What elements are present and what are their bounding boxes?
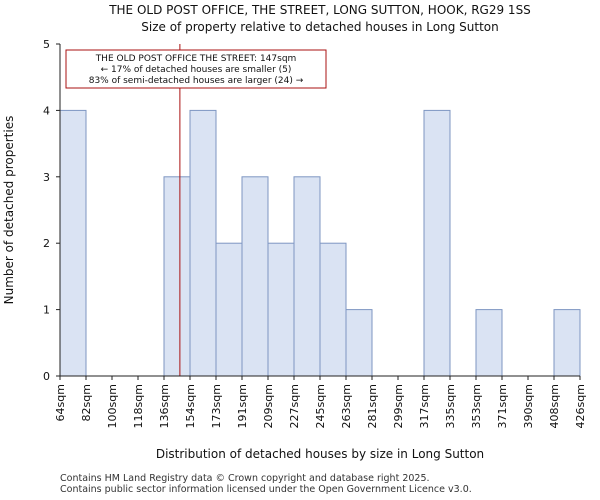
bar-154sqm: [189, 109, 217, 377]
x-tick-label: 281sqm: [366, 384, 379, 428]
y-tick-label: 1: [43, 304, 50, 317]
annotation-line-1: THE OLD POST OFFICE THE STREET: 147sqm: [95, 54, 297, 64]
chart-title: THE OLD POST OFFICE, THE STREET, LONG SU…: [108, 3, 531, 17]
bar-317sqm: [423, 109, 451, 377]
x-tick-label: 408sqm: [548, 384, 561, 428]
x-tick-label: 154sqm: [184, 384, 197, 428]
x-tick-label: 371sqm: [496, 384, 509, 428]
bar-173sqm: [215, 242, 243, 377]
x-tick-label: 64sqm: [54, 384, 67, 421]
bar-136sqm: [163, 176, 191, 377]
x-tick-label: 353sqm: [470, 384, 483, 428]
bar-227sqm: [293, 176, 321, 377]
bars-group: [59, 109, 581, 377]
x-tick-label: 317sqm: [418, 384, 431, 428]
annotation-rect: [65, 49, 327, 89]
bar-191sqm: [241, 176, 269, 377]
x-tick-label: 136sqm: [158, 384, 171, 428]
annotation-line-3: 83% of semi-detached houses are larger (…: [89, 76, 304, 86]
x-tick-label: 426sqm: [574, 384, 587, 428]
x-tick-label: 263sqm: [340, 384, 353, 428]
x-tick-label: 82sqm: [80, 384, 93, 421]
x-tick-label: 227sqm: [288, 384, 301, 428]
bar-245sqm: [319, 242, 347, 377]
x-tick-label: 100sqm: [106, 384, 119, 428]
y-tick-label: 0: [43, 370, 50, 383]
x-ticks-group: 64sqm 82sqm 100sqm 118sqm 136sqm 154sqm 173sqm…: [54, 376, 587, 428]
x-tick-label: 209sqm: [262, 384, 275, 428]
y-tick-label: 4: [43, 104, 50, 117]
y-tick-label: 3: [43, 171, 50, 184]
x-tick-label: 118sqm: [132, 384, 145, 428]
y-tick-label: 5: [43, 38, 50, 51]
bar-263sqm: [345, 309, 373, 377]
annotation-box: THE OLD POST OFFICE THE STREET: 147sqm ←…: [65, 49, 327, 89]
footer: Contains HM Land Registry data © Crown c…: [60, 473, 472, 495]
x-tick-label: 299sqm: [392, 384, 405, 428]
y-axis-label: Number of detached properties: [2, 116, 16, 305]
annotation-line-2: ← 17% of detached houses are smaller (5): [101, 65, 292, 75]
y-ticks-group: 0 1 2 3 4 5: [43, 38, 60, 383]
bar-64sqm: [59, 109, 87, 377]
bar-209sqm: [267, 242, 295, 377]
footer-line-1: Contains HM Land Registry data © Crown c…: [60, 473, 430, 484]
bar-408sqm: [553, 309, 581, 377]
x-tick-label: 390sqm: [522, 384, 535, 428]
x-axis-label: Distribution of detached houses by size …: [156, 447, 484, 461]
x-tick-label: 191sqm: [236, 384, 249, 428]
chart-subtitle: Size of property relative to detached ho…: [141, 20, 498, 34]
x-tick-label: 245sqm: [314, 384, 327, 428]
bar-353sqm: [475, 309, 503, 377]
footer-line-2: Contains public sector information licen…: [60, 483, 472, 495]
x-tick-label: 335sqm: [444, 384, 457, 428]
x-tick-label: 173sqm: [210, 384, 223, 428]
y-tick-label: 2: [43, 237, 50, 250]
